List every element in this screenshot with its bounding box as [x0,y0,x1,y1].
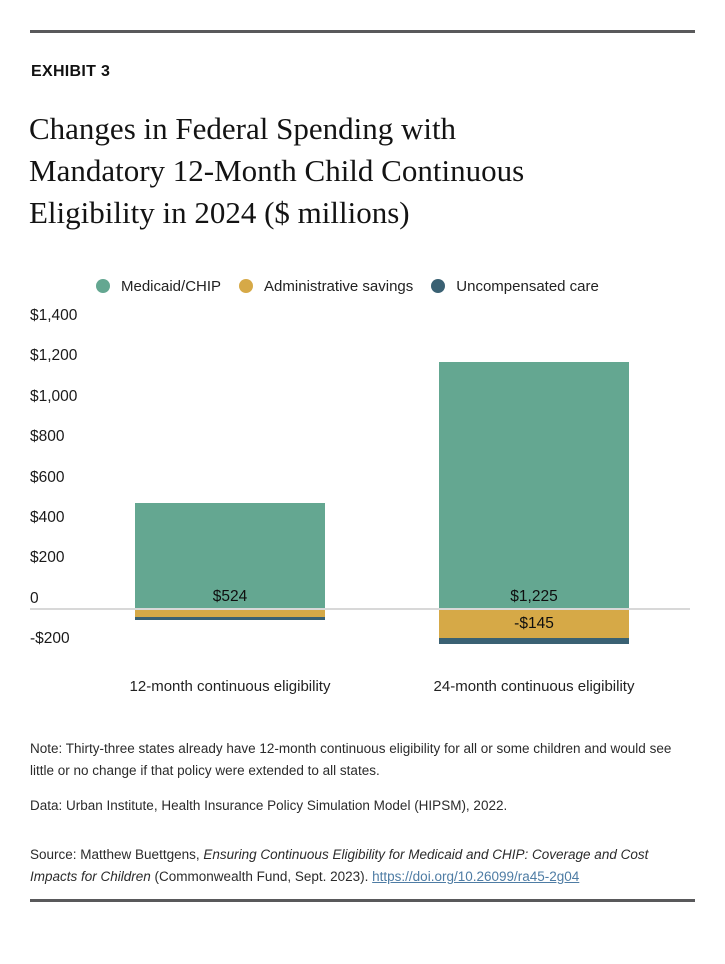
bar-segment-12-month-continuous-eligibility-administrative-savings[interactable] [135,609,325,618]
chart-title: Changes in Federal Spending with Mandato… [29,108,709,234]
y-axis-tick-800: $800 [30,428,65,446]
y-axis-tick-600: $600 [30,468,65,486]
chart-title-line-3: Eligibility in 2024 ($ millions) [29,195,410,230]
data-source-text: Data: Urban Institute, Health Insurance … [30,797,508,813]
bar-segment-24-month-continuous-eligibility-uncompensated-care[interactable] [439,638,629,645]
value-label-1-225: $1,225 [510,588,558,605]
legend-label-uncompensated-care: Uncompensated care [456,277,599,295]
source-suffix: (Commonwealth Fund, Sept. 2023). [150,868,373,884]
exhibit-label: EXHIBIT 3 [31,63,111,80]
value-label-145: -$145 [514,615,554,633]
bar-segment-12-month-continuous-eligibility-medicaid-chip[interactable] [135,503,325,609]
legend-item-uncompensated-care[interactable]: Uncompensated care [431,278,599,295]
administrative-savings-dot-icon [239,279,254,293]
y-axis-tick-0: 0 [30,589,39,607]
legend-label-medicaid-chip: Medicaid/CHIP [121,277,222,295]
source-prefix: Source: Matthew Buettgens, [30,846,204,862]
y-axis-tick-1-200: $1,200 [30,347,78,365]
y-axis-tick-200: $200 [30,549,65,567]
legend: Medicaid/CHIP Administrative savings Unc… [96,277,599,295]
publication-title: Ensuring Continuous Eligibility for Medi… [30,846,649,884]
y-axis-tick-200: -$200 [30,630,70,648]
bar-segment-12-month-continuous-eligibility-uncompensated-care[interactable] [135,617,325,621]
legend-label-administrative-savings: Administrative savings [264,277,414,295]
source-text: Source: Matthew Buettgens, Ensuring Cont… [30,844,696,888]
bar-segment-24-month-continuous-eligibility-administrative-savings[interactable] [439,609,629,639]
category-label-12-month-continuous-eligibility: 12-month continuous eligibility [129,678,331,695]
value-label-524: $524 [212,588,248,605]
chart-title-line-2: Mandatory 12-Month Child Continuous [29,153,525,188]
bar-segment-24-month-continuous-eligibility-medicaid-chip[interactable] [439,362,629,609]
uncompensated-care-dot-icon [431,279,446,293]
medicaid-chip-dot-icon [96,279,110,293]
legend-item-administrative-savings[interactable]: Administrative savings [239,278,413,295]
legend-item-medicaid-chip[interactable]: Medicaid/CHIP [96,278,221,295]
category-label-24-month-continuous-eligibility: 24-month continuous eligibility [433,678,635,695]
zero-gridline [30,608,690,610]
doi-link[interactable]: https://doi.org/10.26099/ra45-2g04 [372,868,580,884]
note-text: Note: Thirty-three states already have 1… [30,740,672,778]
y-axis-tick-1-000: $1,000 [30,387,78,405]
chart-title-line-1: Changes in Federal Spending with [29,111,457,146]
y-axis-tick-1-400: $1,400 [30,307,78,324]
top-rule [30,30,695,33]
bottom-rule [30,899,695,902]
y-axis-tick-400: $400 [30,509,65,526]
